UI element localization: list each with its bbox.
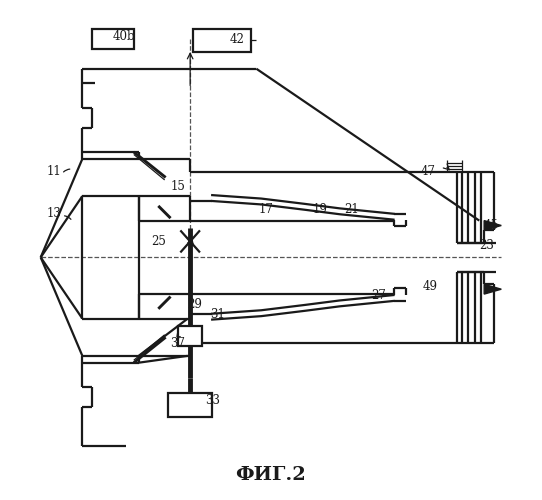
Text: L: L: [176, 329, 181, 339]
Polygon shape: [484, 284, 501, 294]
Text: 45: 45: [484, 219, 499, 232]
Text: 37: 37: [170, 336, 185, 349]
Text: 13: 13: [47, 207, 61, 220]
Bar: [168, 393, 212, 416]
Bar: [92, 30, 134, 49]
Polygon shape: [484, 220, 501, 230]
Text: 33: 33: [205, 394, 220, 407]
Text: 42: 42: [229, 33, 244, 46]
Text: 29: 29: [188, 298, 203, 312]
Text: 31: 31: [210, 308, 224, 321]
Text: 49: 49: [423, 280, 438, 293]
Text: 27: 27: [371, 288, 386, 302]
Text: ФИГ.2: ФИГ.2: [236, 466, 306, 484]
Text: 11: 11: [47, 165, 61, 178]
Text: 17: 17: [259, 204, 274, 216]
Bar: [192, 30, 251, 52]
Text: 47: 47: [420, 165, 435, 178]
Text: 23: 23: [479, 238, 494, 252]
Text: 15: 15: [171, 180, 185, 193]
Text: 19: 19: [313, 204, 327, 216]
Bar: [178, 326, 202, 345]
Text: 21: 21: [345, 204, 359, 216]
Text: 25: 25: [151, 234, 166, 248]
Text: 40b: 40b: [113, 30, 136, 44]
